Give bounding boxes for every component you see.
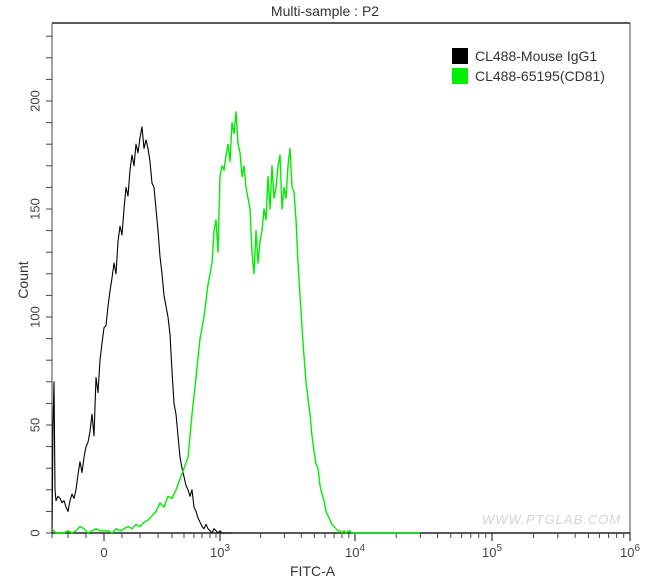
legend-label: CL488-65195(CD81) [475,68,605,84]
isotype-curve [51,126,232,534]
x-tick-label: 103 [210,543,230,560]
y-tick-label: 100 [27,306,42,328]
chart-title: Multi-sample : P2 [270,3,380,19]
y-axis-ticks: 0 50 100 150 200 [27,35,52,537]
legend: CL488-Mouse IgG1 CL488-65195(CD81) [452,46,605,86]
legend-swatch-green [452,68,468,84]
y-tick-label: 50 [27,418,42,432]
legend-label: CL488-Mouse IgG1 [475,48,598,64]
x-tick-label: 104 [345,543,365,560]
watermark: WWW.PTGLAB.COM [482,512,622,527]
histogram-series [51,111,420,534]
x-axis-ticks: 0 103 104 105 106 [51,533,640,560]
y-axis-label: Count [15,261,31,299]
legend-swatch-black [452,48,468,64]
y-tick-label: 0 [27,529,42,536]
y-tick-label: 200 [27,90,42,112]
y-tick-label: 150 [27,198,42,220]
x-tick-label: 105 [482,543,502,560]
plot-frame [51,22,631,534]
x-tick-label: 0 [100,545,107,560]
x-tick-label: 106 [620,543,640,560]
x-axis-label: FITC-A [290,563,336,579]
legend-item-isotype: CL488-Mouse IgG1 [452,46,605,66]
cd81-curve [51,111,420,534]
legend-item-cd81: CL488-65195(CD81) [452,66,605,86]
